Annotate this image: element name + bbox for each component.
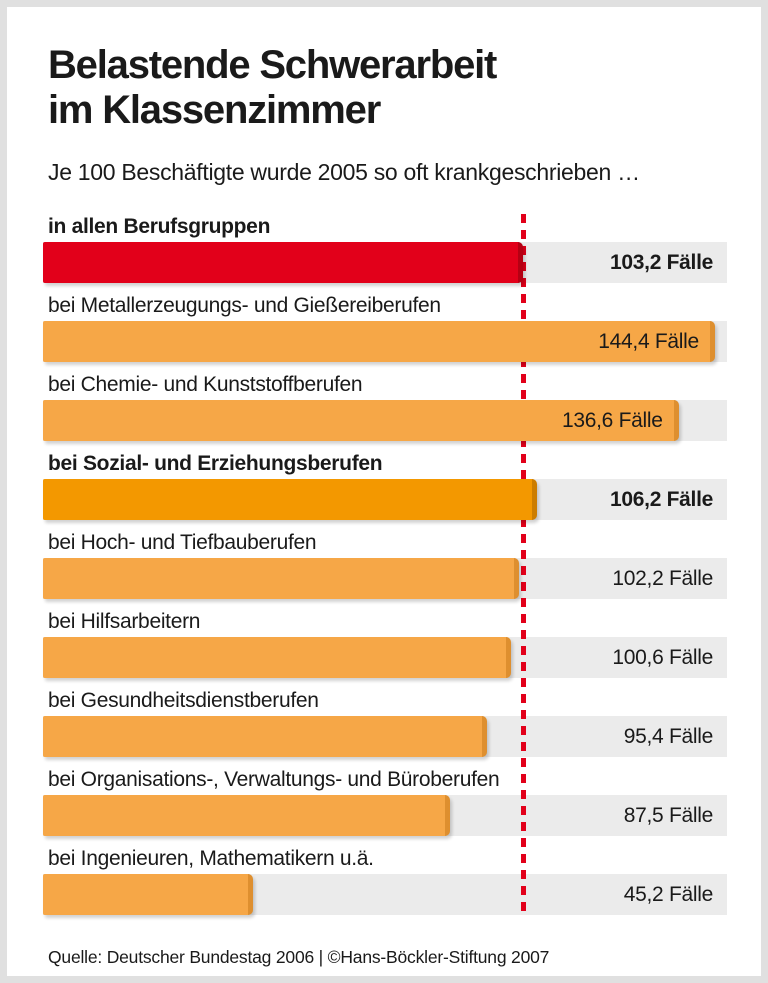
reference-line — [520, 214, 526, 913]
bar — [43, 716, 487, 758]
bar-row: bei Metallerzeugungs- und Gießereiberufe… — [43, 291, 727, 363]
bar-label: bei Hilfsarbeitern — [48, 610, 201, 634]
bar-track: 144,4 Fälle — [43, 321, 727, 363]
value-label: 106,2 Fälle — [610, 487, 713, 511]
chart: in allen Berufsgruppen 103,2 Fälle bei Met… — [43, 212, 727, 916]
chart-subtitle: Je 100 Beschäftigte wurde 2005 so oft kr… — [48, 159, 640, 186]
bar — [43, 795, 451, 837]
bar-track: 106,2 Fälle — [43, 479, 727, 521]
bar-row: in allen Berufsgruppen 103,2 Fälle — [43, 212, 727, 284]
bar-track: 136,6 Fälle — [43, 400, 727, 442]
bar-track: 103,2 Fälle — [43, 242, 727, 284]
value-label: 103,2 Fälle — [610, 250, 713, 274]
bar — [43, 558, 519, 600]
value-label: 136,6 Fälle — [561, 408, 663, 432]
value-label: 144,4 Fälle — [598, 329, 699, 353]
bar-track: 45,2 Fälle — [43, 874, 727, 916]
bar-label: bei Ingenieuren, Mathematikern u.ä. — [48, 847, 374, 871]
bar-label: bei Organisations-, Verwaltungs- und Bür… — [48, 768, 500, 792]
bar-row: bei Chemie- und Kunststoffberufen 136,6 F… — [43, 370, 727, 442]
bar: 136,6 Fälle — [43, 400, 679, 442]
value-label: 102,2 Fälle — [612, 566, 713, 590]
bar-label: in allen Berufsgruppen — [48, 215, 271, 239]
bar-track: 102,2 Fälle — [43, 558, 727, 600]
value-label: 87,5 Fälle — [623, 803, 714, 827]
bar — [43, 479, 538, 521]
source-note: Quelle: Deutscher Bundestag 2006 | ©Hans… — [48, 947, 550, 968]
value-label: 95,4 Fälle — [623, 724, 714, 748]
chart-title-line-2: im Klassenzimmer — [48, 88, 381, 133]
bar-row: bei Organisations-, Verwaltungs- und Bür… — [43, 765, 727, 837]
bar-row: bei Hoch- und Tiefbauberufen 102,2 Fälle — [43, 528, 727, 600]
bar-row: bei Hilfsarbeitern 100,6 Fälle — [43, 607, 727, 679]
chart-title-line-1: Belastende Schwerarbeit — [48, 43, 497, 87]
bar-track: 100,6 Fälle — [43, 637, 727, 679]
bar: 144,4 Fälle — [43, 321, 715, 363]
bar-label: bei Chemie- und Kunststoffberufen — [48, 373, 363, 397]
bar — [43, 637, 512, 679]
bar-label: bei Hoch- und Tiefbauberufen — [48, 531, 317, 555]
bar-track: 95,4 Fälle — [43, 716, 727, 758]
bar-row: bei Gesundheitsdienstberufen 95,4 Fälle — [43, 686, 727, 758]
bar-label: bei Gesundheitsdienstberufen — [48, 689, 319, 713]
bar-label: bei Metallerzeugungs- und Gießereiberufe… — [48, 294, 441, 318]
bar-label: bei Sozial- und Erziehungsberufen — [48, 452, 383, 476]
chart-title: Belastende Schwerarbeit im Klassenzimmer — [48, 43, 721, 133]
bar-row: bei Ingenieuren, Mathematikern u.ä. 45,2 … — [43, 844, 727, 916]
value-label: 45,2 Fälle — [623, 882, 714, 906]
bar — [43, 874, 254, 916]
value-label: 100,6 Fälle — [612, 645, 713, 669]
bar — [43, 242, 524, 284]
bar-row: bei Sozial- und Erziehungsberufen 106,2 F… — [43, 449, 727, 521]
bar-track: 87,5 Fälle — [43, 795, 727, 837]
